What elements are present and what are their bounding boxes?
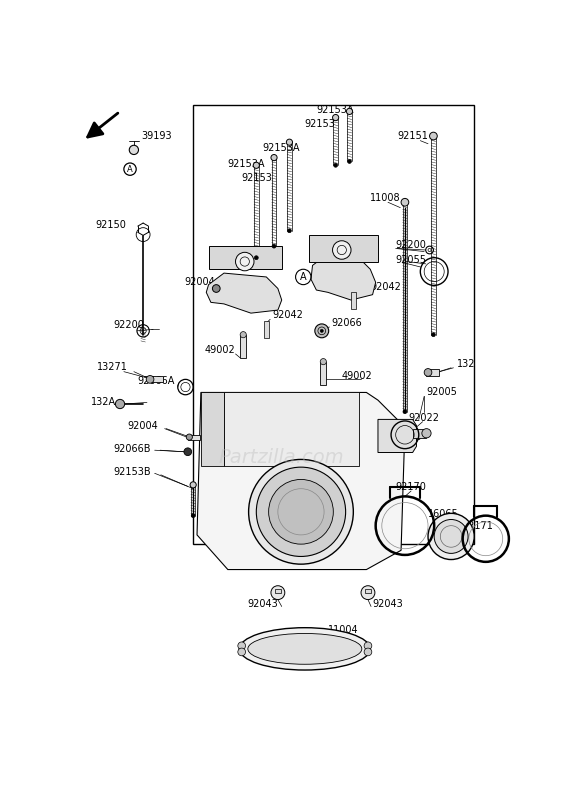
Text: 92150: 92150 bbox=[96, 220, 126, 230]
Circle shape bbox=[212, 285, 220, 292]
Text: 92153A: 92153A bbox=[316, 105, 354, 115]
Text: 92055: 92055 bbox=[395, 255, 427, 265]
Circle shape bbox=[269, 479, 334, 544]
Polygon shape bbox=[378, 419, 416, 453]
Circle shape bbox=[428, 514, 474, 559]
Circle shape bbox=[256, 467, 346, 557]
Circle shape bbox=[240, 332, 246, 338]
Circle shape bbox=[186, 434, 192, 440]
Text: 92153A: 92153A bbox=[228, 158, 265, 169]
Text: 92066: 92066 bbox=[332, 318, 362, 328]
Circle shape bbox=[332, 114, 339, 121]
Text: 92042: 92042 bbox=[371, 282, 401, 292]
Text: A: A bbox=[300, 272, 307, 282]
Text: 92200: 92200 bbox=[395, 240, 427, 250]
Text: 92153: 92153 bbox=[305, 118, 336, 129]
Bar bbox=[193, 106, 474, 544]
Circle shape bbox=[320, 358, 327, 365]
Polygon shape bbox=[224, 393, 359, 466]
Circle shape bbox=[129, 146, 138, 154]
Circle shape bbox=[191, 514, 195, 518]
Circle shape bbox=[315, 324, 329, 338]
Text: 16065: 16065 bbox=[428, 509, 459, 519]
Circle shape bbox=[271, 586, 285, 599]
Polygon shape bbox=[206, 273, 282, 313]
Bar bbox=[188, 435, 200, 440]
Polygon shape bbox=[208, 246, 282, 270]
Circle shape bbox=[361, 586, 375, 599]
Text: 92004: 92004 bbox=[128, 421, 159, 430]
Bar bbox=[351, 292, 356, 310]
Text: 92043: 92043 bbox=[372, 599, 404, 610]
Circle shape bbox=[430, 132, 437, 140]
Bar bbox=[264, 321, 269, 338]
Circle shape bbox=[347, 159, 351, 163]
Circle shape bbox=[236, 252, 254, 270]
Circle shape bbox=[332, 241, 351, 259]
Text: 11008: 11008 bbox=[369, 194, 400, 203]
Ellipse shape bbox=[248, 634, 362, 664]
Circle shape bbox=[254, 256, 258, 260]
Polygon shape bbox=[311, 254, 376, 300]
Text: 11004: 11004 bbox=[328, 625, 358, 634]
Circle shape bbox=[424, 369, 432, 376]
Circle shape bbox=[184, 448, 192, 455]
Circle shape bbox=[320, 330, 323, 332]
Text: 132: 132 bbox=[457, 359, 476, 369]
Circle shape bbox=[146, 375, 154, 383]
Text: 92171: 92171 bbox=[463, 521, 493, 530]
Circle shape bbox=[364, 642, 372, 650]
Text: 92153B: 92153B bbox=[114, 466, 152, 477]
Circle shape bbox=[115, 399, 124, 409]
Bar bbox=[320, 362, 327, 385]
Circle shape bbox=[364, 648, 372, 656]
Text: 11060: 11060 bbox=[392, 432, 423, 442]
Text: 92004: 92004 bbox=[184, 278, 215, 287]
Bar bbox=[365, 589, 371, 593]
Text: 49002: 49002 bbox=[342, 370, 372, 381]
Circle shape bbox=[422, 429, 431, 438]
Circle shape bbox=[272, 244, 276, 248]
Circle shape bbox=[346, 108, 353, 114]
Circle shape bbox=[434, 519, 468, 554]
Ellipse shape bbox=[239, 628, 371, 670]
Polygon shape bbox=[197, 393, 405, 570]
Text: 13271: 13271 bbox=[97, 362, 128, 372]
Bar bbox=[427, 370, 439, 375]
Circle shape bbox=[238, 642, 245, 650]
Text: 132A: 132A bbox=[91, 398, 116, 407]
Text: 92005: 92005 bbox=[427, 387, 457, 398]
Text: 92153A: 92153A bbox=[262, 142, 300, 153]
Bar bbox=[149, 376, 163, 382]
Circle shape bbox=[403, 410, 407, 414]
Circle shape bbox=[253, 162, 259, 168]
Circle shape bbox=[288, 229, 291, 233]
Text: 92170: 92170 bbox=[395, 482, 427, 492]
Text: 92042: 92042 bbox=[273, 310, 303, 321]
Circle shape bbox=[248, 459, 353, 564]
Text: 92151: 92151 bbox=[397, 131, 428, 141]
Text: Partzilla.com: Partzilla.com bbox=[219, 448, 345, 467]
Text: 92066A: 92066A bbox=[138, 376, 175, 386]
Polygon shape bbox=[201, 393, 224, 466]
Text: 49002: 49002 bbox=[205, 345, 236, 355]
Bar bbox=[240, 334, 246, 358]
Circle shape bbox=[401, 198, 409, 206]
Text: A: A bbox=[127, 165, 133, 174]
Circle shape bbox=[190, 482, 196, 488]
Circle shape bbox=[287, 139, 292, 146]
Text: 92153: 92153 bbox=[241, 174, 273, 183]
Text: 39193: 39193 bbox=[142, 131, 172, 141]
Circle shape bbox=[238, 648, 245, 656]
Text: 92200: 92200 bbox=[114, 321, 145, 330]
Bar bbox=[413, 429, 427, 438]
Polygon shape bbox=[309, 234, 378, 262]
Text: 92022: 92022 bbox=[409, 413, 440, 423]
Circle shape bbox=[431, 333, 435, 337]
Text: 92066B: 92066B bbox=[114, 444, 151, 454]
Text: 92043: 92043 bbox=[247, 599, 278, 610]
Circle shape bbox=[334, 163, 338, 167]
Bar bbox=[275, 589, 281, 593]
Circle shape bbox=[271, 154, 277, 161]
